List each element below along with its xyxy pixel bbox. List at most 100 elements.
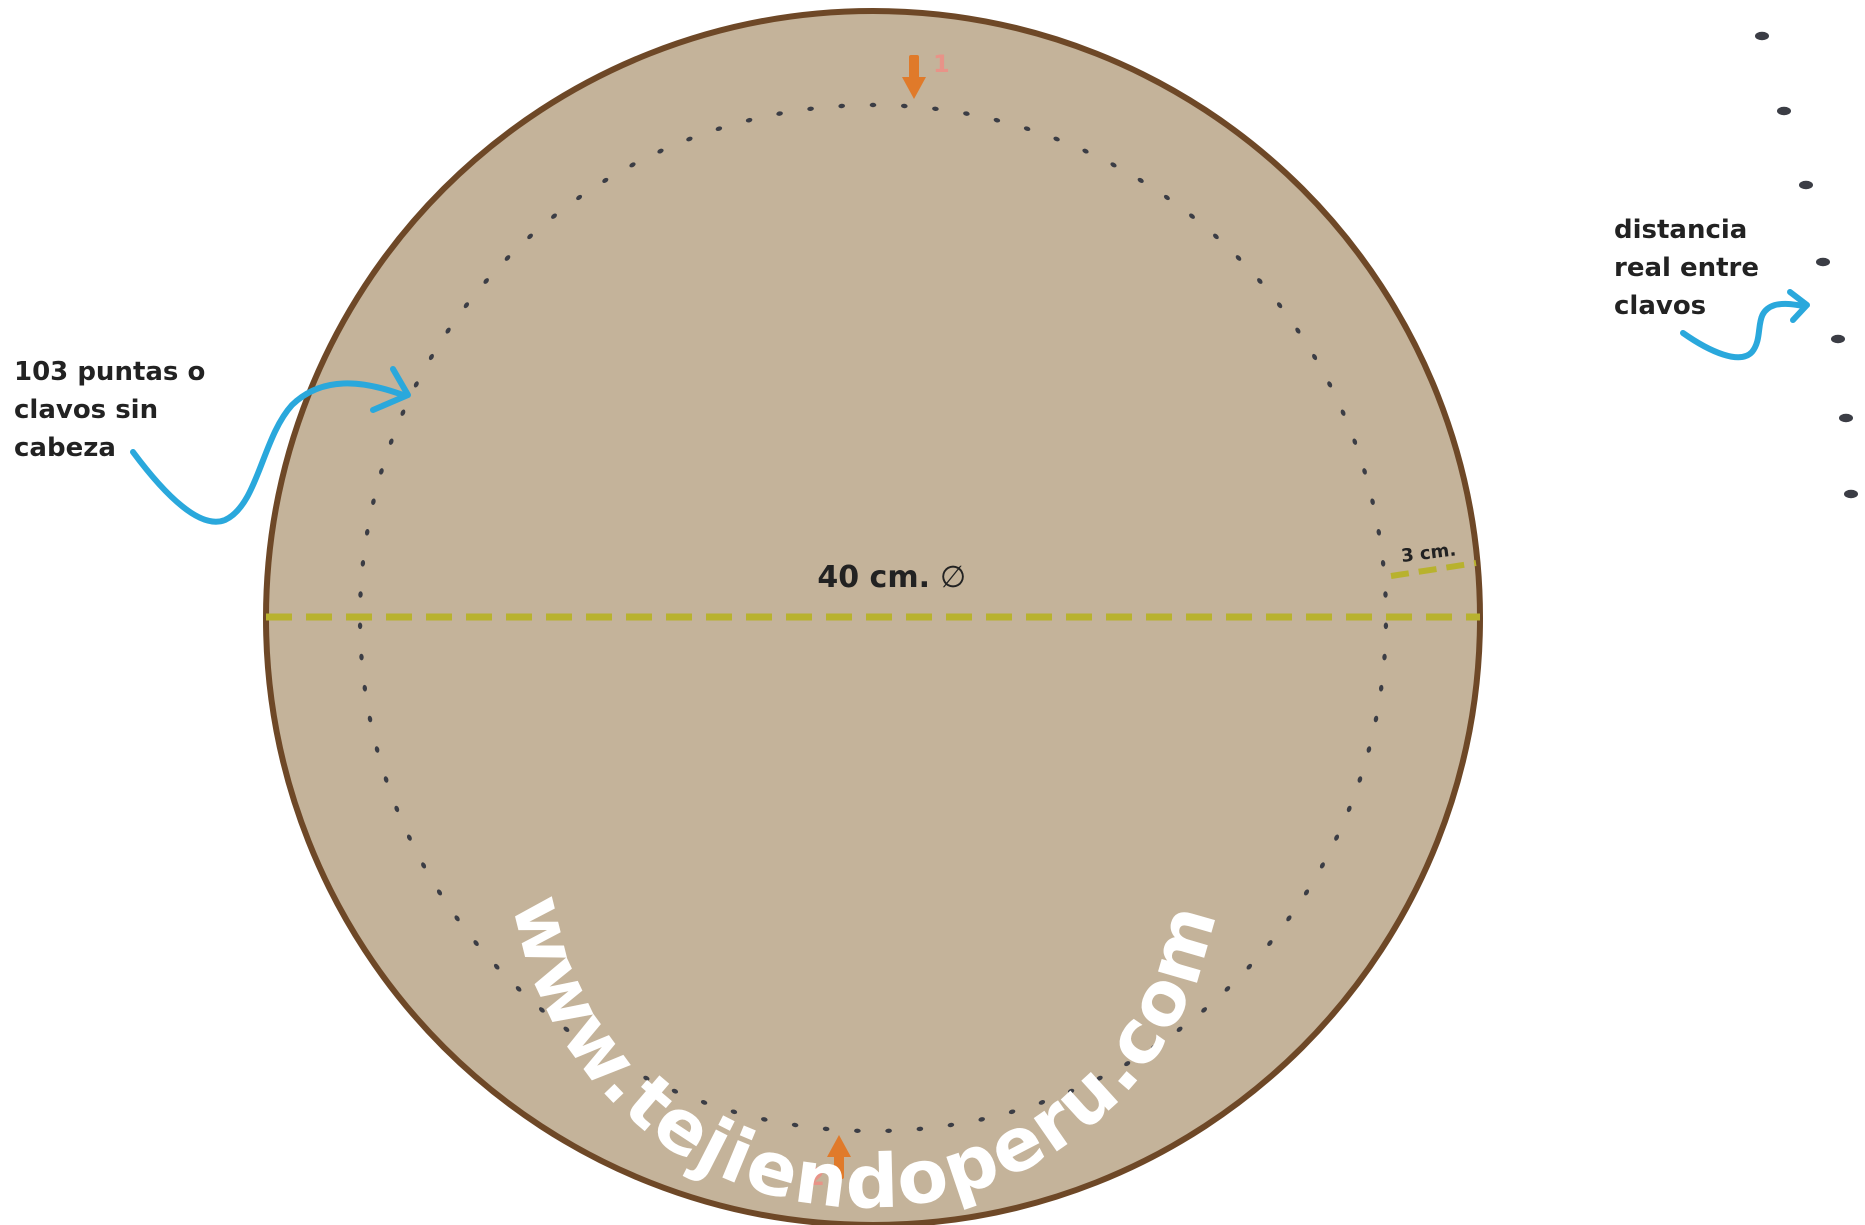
nail-dot (978, 1117, 985, 1122)
spacing-label-line-3: clavos (1614, 291, 1706, 321)
end-marker: 2 (808, 1135, 851, 1191)
nail-dot (1067, 1088, 1075, 1094)
nail-dot (643, 1075, 650, 1081)
nail-dot (1276, 302, 1283, 309)
detail-nail-dot (1777, 106, 1791, 116)
nail-dot (1023, 126, 1031, 132)
nail-dot (1378, 684, 1384, 692)
nail-dot (1366, 746, 1372, 753)
nail-dot (539, 1007, 545, 1013)
start-marker: 1 (902, 50, 950, 99)
nail-dot (761, 1117, 768, 1122)
detail-nail-dot (1844, 489, 1858, 499)
nail-dot (400, 409, 406, 416)
nail-dot (916, 1126, 924, 1132)
spacing-label: distancia real entre clavos (1614, 215, 1768, 321)
nail-dot (869, 102, 877, 108)
detail-nail-dot (1816, 257, 1830, 267)
nail-dot (730, 1109, 738, 1115)
nail-dot (1295, 327, 1301, 334)
nail-dot (367, 715, 373, 723)
margin-line (1390, 560, 1477, 579)
nail-dot (1150, 1044, 1157, 1050)
nail-dot (838, 103, 845, 109)
nail-dot (359, 653, 364, 661)
nail-dot (364, 529, 370, 536)
nail-dot (885, 1128, 892, 1134)
nail-dot (421, 862, 427, 869)
nail-dot (483, 278, 489, 284)
nail-dot (406, 834, 412, 841)
nail-dot (1383, 591, 1388, 598)
nail-dot (1267, 940, 1273, 947)
nail-dot (1312, 353, 1318, 361)
detail-nail-dot (1839, 413, 1853, 423)
nail-dot (1038, 1100, 1046, 1105)
nail-dot (394, 805, 400, 813)
detail-nail-dot (1755, 31, 1769, 41)
nails-label-line-1: 103 puntas o (14, 357, 205, 387)
nail-dot (657, 148, 664, 154)
nail-dot (1213, 233, 1219, 240)
nail-dot (463, 302, 470, 309)
nail-dot (686, 136, 693, 142)
nail-dot (1362, 468, 1367, 475)
nail-dot (1110, 162, 1117, 168)
nails-label-line-3: cabeza (14, 433, 116, 463)
nail-dot (932, 106, 939, 112)
nail-dot (1224, 986, 1231, 992)
detail-nail-dot (1831, 334, 1845, 344)
nail-dot (1189, 213, 1195, 219)
nail-dot (1373, 715, 1379, 723)
nails-pointer-arrow (130, 366, 411, 525)
nail-dot (745, 117, 753, 123)
nail-dot (791, 1122, 799, 1128)
nail-dot (445, 327, 451, 334)
nail-dot (1357, 776, 1363, 783)
nail-dot (901, 103, 908, 109)
nail-dot (1380, 560, 1386, 567)
nail-dot (671, 1088, 679, 1094)
nail-dot (1082, 148, 1089, 154)
nail-dot (576, 194, 583, 201)
nail-dot (1257, 278, 1263, 284)
end-marker-number: 2 (808, 1163, 825, 1191)
nail-dot (1286, 915, 1292, 922)
nail-dot (1334, 834, 1340, 841)
nail-dot (1327, 381, 1333, 388)
spacing-label-line-1: distancia (1614, 215, 1747, 245)
nail-dot (615, 1061, 622, 1067)
nails-label-line-2: clavos sin (14, 395, 158, 425)
nail-dot (1383, 622, 1389, 630)
diameter-label: 40 cm. (817, 560, 930, 595)
nail-dot (947, 1122, 955, 1128)
nail-dot (776, 111, 783, 116)
nail-dot (1163, 194, 1170, 201)
nail-dot (504, 255, 511, 261)
nail-dot (1382, 653, 1387, 661)
nail-dot (589, 1044, 596, 1050)
nail-dot (1096, 1075, 1103, 1081)
nail-dot (1246, 963, 1253, 970)
nail-dot (1124, 1061, 1131, 1067)
nail-dot (563, 1026, 570, 1032)
nail-dot (602, 177, 609, 183)
nail-dot (383, 776, 389, 783)
nail-dot (1235, 255, 1242, 261)
nail-dot (1376, 529, 1382, 536)
nail-dot (527, 233, 533, 240)
spacing-pointer-arrow (1680, 289, 1810, 361)
nail-dot (1137, 177, 1144, 183)
nail-ring (357, 102, 1389, 1134)
nail-dot (1008, 1109, 1016, 1115)
nail-dot (854, 1128, 861, 1134)
nail-dot (362, 684, 368, 692)
nail-dot (454, 915, 460, 922)
nail-dot (371, 498, 376, 505)
nail-dot (515, 986, 522, 992)
start-marker-number: 1 (933, 50, 950, 78)
nail-dot (388, 438, 394, 445)
nail-dot (807, 106, 814, 112)
nail-dot (1346, 805, 1352, 813)
